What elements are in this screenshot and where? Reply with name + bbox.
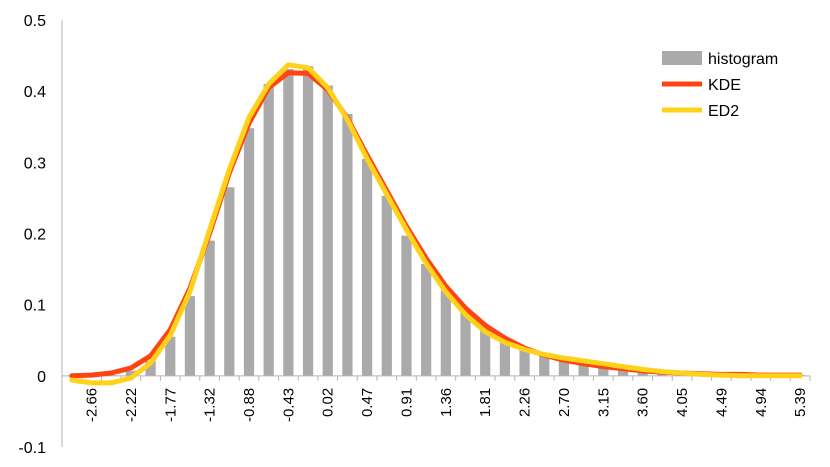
histogram-bar [499, 338, 511, 376]
y-tick-label: 0.4 [24, 84, 46, 101]
histogram-bar [598, 367, 609, 376]
x-tick-label: -0.43 [280, 388, 297, 422]
x-tick-label: 2.26 [517, 388, 534, 417]
histogram-bar [165, 336, 176, 376]
histogram-bar [519, 348, 530, 376]
x-tick-label: -0.88 [241, 388, 258, 422]
ed2-line [69, 62, 803, 386]
kde-line [69, 70, 803, 379]
y-tick-label: 0.3 [24, 155, 46, 172]
density-lines [69, 62, 803, 386]
y-tick-label: 0 [37, 369, 46, 386]
x-tick-label: 1.81 [477, 388, 494, 417]
histogram-bar [342, 113, 353, 376]
histogram-bar [204, 240, 215, 376]
x-tick-label: 0.47 [359, 388, 376, 417]
x-tick-label: 3.15 [595, 388, 612, 417]
legend: histogram KDE ED2 [662, 51, 778, 120]
histogram-bar [361, 158, 373, 376]
legend-swatch-histogram [662, 51, 702, 65]
histogram-bars [106, 66, 806, 376]
histogram-bar [283, 69, 294, 376]
histogram-bar [125, 370, 137, 376]
histogram-bar [440, 290, 451, 376]
x-tick-label: -2.66 [84, 388, 101, 422]
y-tick-label: 0.2 [24, 227, 46, 244]
legend-label-histogram: histogram [708, 51, 778, 68]
histogram-bar [421, 264, 432, 376]
x-tick-label: 4.94 [753, 388, 770, 417]
y-tick-label: 0.1 [24, 298, 46, 315]
histogram-bar [480, 326, 491, 376]
y-tick-label: 0.5 [24, 13, 46, 30]
histogram-bar [263, 84, 274, 376]
histogram-bar [539, 355, 550, 376]
x-tick-label: 5.39 [792, 388, 809, 417]
histogram-bar [184, 296, 196, 376]
x-tick-label: 2.70 [556, 388, 573, 417]
histogram-bar [401, 235, 412, 376]
histogram-bar [558, 360, 570, 376]
x-tick-label: 1.36 [438, 388, 455, 417]
histogram-bar [302, 66, 314, 376]
histogram-bar [145, 360, 156, 376]
y-axis-ticks: -0.1 0 0.1 0.2 0.3 0.4 0.5 [18, 13, 46, 457]
x-tick-label: 0.91 [398, 388, 415, 417]
x-axis-ticks: -2.66 -2.22 -1.77 -1.32 -0.88 -0.43 0.02 0.47 0.… [61, 375, 811, 422]
x-tick-label: -1.77 [162, 388, 179, 422]
x-tick-label: 3.60 [635, 388, 652, 417]
histogram-bar [637, 371, 648, 376]
x-tick-label: 4.05 [674, 388, 691, 417]
histogram-bar [224, 187, 235, 376]
y-tick-label: -0.1 [18, 440, 46, 457]
histogram-bar [460, 310, 471, 376]
x-tick-label: 4.49 [713, 388, 730, 417]
x-tick-label: -2.22 [123, 388, 140, 422]
x-tick-label: 0.02 [320, 388, 337, 417]
histogram-bar [381, 195, 392, 376]
legend-label-ed2: ED2 [708, 103, 739, 120]
histogram-bar [617, 370, 629, 376]
histogram-bar [578, 364, 589, 376]
histogram-bar [322, 85, 333, 376]
x-tick-label: -1.32 [202, 388, 219, 422]
legend-label-kde: KDE [708, 77, 741, 94]
histogram-bar [243, 128, 255, 376]
